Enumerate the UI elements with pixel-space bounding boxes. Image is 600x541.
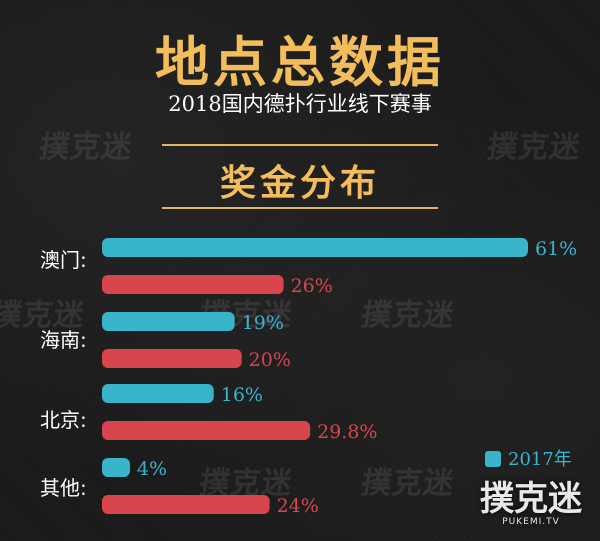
bar-s2 <box>102 275 284 294</box>
value-label: 29.8% <box>317 421 377 443</box>
bar-s2 <box>102 495 270 514</box>
bar-s1 <box>102 238 528 257</box>
value-label: 19% <box>242 312 284 334</box>
bar-s2 <box>102 421 311 440</box>
page-title: 地点总数据 <box>155 31 445 94</box>
value-label: 20% <box>249 349 291 371</box>
value-label: 24% <box>277 495 319 517</box>
brand-logo: 撲克迷 PUKEMI.TV <box>480 482 582 527</box>
bar-s1 <box>102 312 235 331</box>
value-label: 16% <box>221 384 263 406</box>
legend-label: 2017年 <box>508 449 572 470</box>
divider-top <box>162 144 438 146</box>
bar-s2 <box>102 349 242 368</box>
value-label: 4% <box>137 458 167 480</box>
bar-s1 <box>102 384 214 403</box>
value-label: 61% <box>535 238 577 260</box>
value-label: 26% <box>291 275 333 297</box>
logo-text: 撲克迷 <box>480 479 582 519</box>
category-label: 其他: <box>40 476 87 500</box>
category-label: 海南: <box>40 328 87 352</box>
category-label: 北京: <box>40 408 87 432</box>
logo-subtext: PUKEMI.TV <box>502 517 560 527</box>
legend-swatch <box>485 451 501 467</box>
category-label: 澳门: <box>40 248 87 272</box>
section-title: 奖金分布 <box>219 163 380 204</box>
page-subtitle: 2018国内德扑行业线下赛事 <box>168 92 432 116</box>
divider-bottom <box>162 207 438 209</box>
bar-s1 <box>102 458 130 477</box>
